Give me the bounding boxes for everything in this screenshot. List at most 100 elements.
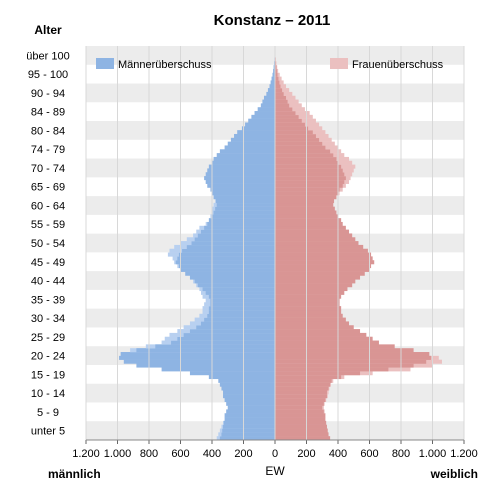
male-bar: [223, 394, 275, 399]
x-tick-label: 800: [392, 448, 410, 460]
age-group-label: 35 - 39: [31, 294, 65, 306]
female-bar-common: [275, 111, 296, 116]
female-bar: [275, 248, 368, 253]
male-bar: [262, 99, 275, 104]
female-bar: [275, 352, 430, 357]
legend-male-surplus-swatch: [96, 58, 114, 69]
female-bar: [275, 317, 346, 322]
male-bar-common: [208, 309, 275, 315]
male-bar-common: [189, 329, 275, 334]
female-bar-common: [275, 126, 309, 131]
male-bar: [185, 271, 275, 276]
male-bar-common: [223, 424, 275, 429]
female-bar-common: [275, 183, 343, 188]
legend-female-surplus-label: Frauenüberschuss: [352, 59, 444, 71]
male-bar: [272, 72, 275, 77]
female-bar: [275, 271, 365, 276]
age-group-label: 70 - 74: [31, 163, 65, 175]
male-bar: [248, 118, 275, 123]
x-tick-label: 1.200: [72, 448, 100, 460]
female-bar-common: [275, 149, 331, 154]
male-bar-common: [204, 317, 275, 322]
female-bar: [275, 241, 359, 246]
age-group-label: unter 5: [31, 426, 65, 438]
male-bar-common: [194, 237, 275, 242]
female-bar-common: [275, 187, 340, 192]
male-bar-common: [197, 283, 275, 288]
female-bar-common: [275, 118, 302, 123]
female-bar-common: [275, 68, 277, 74]
female-bar-common: [275, 164, 342, 169]
male-bar: [224, 417, 275, 422]
male-bar: [260, 103, 275, 108]
female-bar: [275, 225, 346, 230]
male-bar: [271, 76, 275, 81]
x-axis-ticks: 1.200 1.000 800 600 400 200 0 200 400 600 800 1.000…: [72, 46, 478, 460]
female-bar: [275, 417, 326, 422]
male-bar: [207, 168, 275, 173]
male-bar: [213, 195, 275, 200]
female-bar-common: [275, 363, 414, 368]
female-bar-common: [275, 72, 278, 77]
male-bar: [208, 218, 275, 223]
female-bar: [275, 218, 342, 223]
male-bar-common: [221, 432, 275, 437]
x-tick-label: 600: [171, 448, 189, 460]
male-bar: [273, 68, 275, 74]
female-bar-common: [275, 153, 334, 158]
male-bar: [161, 367, 275, 372]
female-bar: [275, 229, 350, 234]
female-bar-common: [275, 95, 287, 100]
male-bar-common: [200, 321, 275, 326]
age-group-label: 10 - 14: [31, 388, 65, 400]
male-bar: [213, 156, 275, 162]
male-side-label: männlich: [48, 467, 101, 481]
female-bar-common: [275, 133, 316, 139]
female-bar: [275, 279, 356, 284]
female-bar: [275, 298, 340, 303]
male-bar: [234, 133, 275, 139]
male-bar: [120, 352, 276, 357]
female-bar: [275, 325, 354, 330]
age-group-label: über 100: [26, 50, 69, 62]
male-bar-common: [191, 241, 275, 246]
male-bar: [189, 275, 275, 280]
male-bar: [266, 91, 275, 96]
male-bar-common: [207, 313, 275, 318]
male-bar: [224, 145, 275, 150]
female-bar: [275, 237, 356, 242]
male-bar-common: [213, 210, 275, 215]
female-side-label: weiblich: [430, 467, 478, 481]
female-bar-common: [275, 401, 324, 406]
age-group-label: 84 - 89: [31, 107, 65, 119]
male-bar: [269, 84, 275, 89]
female-bar: [275, 267, 370, 272]
male-bar: [189, 371, 275, 376]
male-bar: [224, 397, 275, 402]
female-bar-common: [275, 374, 342, 380]
female-bar-common: [275, 367, 389, 372]
female-bar: [275, 206, 335, 211]
male-bar-common: [197, 233, 275, 238]
female-bar-common: [275, 65, 277, 70]
female-bar: [275, 286, 348, 292]
male-bar: [227, 141, 275, 146]
x-tick-label: 600: [360, 448, 378, 460]
female-bar-common: [275, 355, 431, 360]
male-bar-common: [216, 202, 275, 207]
female-bar: [275, 424, 327, 429]
male-bar: [136, 363, 275, 368]
male-bar: [208, 374, 275, 380]
male-bar-common: [205, 290, 275, 295]
male-bar: [204, 176, 275, 181]
age-group-label: 55 - 59: [31, 219, 65, 231]
female-bar: [275, 348, 414, 353]
female-bar-common: [275, 137, 320, 142]
male-bar: [273, 65, 275, 70]
age-group-label: 80 - 84: [31, 125, 65, 137]
female-bar: [275, 340, 379, 345]
male-bar-common: [194, 279, 275, 284]
female-bar-common: [275, 371, 361, 376]
